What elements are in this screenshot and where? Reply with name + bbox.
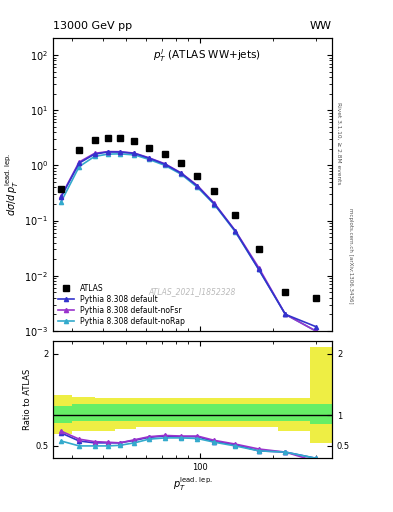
ATLAS — [92, 137, 97, 143]
ATLAS — [163, 151, 167, 157]
Pythia 8.308 default-noFsr — [59, 193, 64, 199]
Text: 13000 GeV pp: 13000 GeV pp — [53, 21, 132, 31]
Y-axis label: Ratio to ATLAS: Ratio to ATLAS — [23, 369, 32, 431]
Line: Pythia 8.308 default-noRap: Pythia 8.308 default-noRap — [59, 152, 318, 333]
Text: $p_T^l$ (ATLAS WW+jets): $p_T^l$ (ATLAS WW+jets) — [152, 47, 261, 64]
Pythia 8.308 default-noFsr — [314, 328, 318, 334]
Line: Pythia 8.308 default-noFsr: Pythia 8.308 default-noFsr — [59, 150, 318, 333]
Pythia 8.308 default-noFsr — [195, 183, 200, 189]
Pythia 8.308 default-noRap — [163, 162, 167, 168]
ATLAS — [147, 144, 151, 151]
Pythia 8.308 default-noRap — [257, 266, 261, 272]
Pythia 8.308 default — [179, 170, 184, 176]
Line: Pythia 8.308 default: Pythia 8.308 default — [59, 150, 318, 329]
Pythia 8.308 default-noFsr — [118, 148, 122, 155]
X-axis label: $p_T^{\mathrm{lead.\,lep.}}$: $p_T^{\mathrm{lead.\,lep.}}$ — [173, 475, 213, 493]
Pythia 8.308 default-noRap — [59, 199, 64, 205]
Pythia 8.308 default-noFsr — [283, 311, 288, 317]
Pythia 8.308 default-noFsr — [233, 227, 237, 233]
ATLAS — [233, 212, 237, 218]
Pythia 8.308 default-noFsr — [147, 155, 151, 161]
Pythia 8.308 default-noFsr — [92, 151, 97, 157]
Y-axis label: $d\sigma/d\,p_T^{\mathrm{lead.\,lep.}}$: $d\sigma/d\,p_T^{\mathrm{lead.\,lep.}}$ — [4, 153, 22, 216]
Pythia 8.308 default — [59, 194, 64, 200]
ATLAS — [283, 289, 288, 295]
Pythia 8.308 default — [257, 266, 261, 272]
ATLAS — [132, 138, 137, 144]
Pythia 8.308 default — [147, 155, 151, 161]
Text: mcplots.cern.ch [arXiv:1306.3436]: mcplots.cern.ch [arXiv:1306.3436] — [348, 208, 353, 304]
Pythia 8.308 default — [163, 161, 167, 167]
Pythia 8.308 default-noRap — [132, 152, 137, 158]
Pythia 8.308 default — [283, 311, 288, 317]
Pythia 8.308 default-noFsr — [257, 265, 261, 271]
Pythia 8.308 default-noRap — [195, 184, 200, 190]
Pythia 8.308 default-noFsr — [179, 170, 184, 176]
Pythia 8.308 default-noRap — [179, 171, 184, 177]
Pythia 8.308 default — [195, 183, 200, 189]
Pythia 8.308 default-noRap — [106, 151, 110, 157]
Pythia 8.308 default — [233, 228, 237, 234]
Pythia 8.308 default-noRap — [212, 202, 217, 208]
ATLAS — [314, 295, 318, 301]
Pythia 8.308 default-noFsr — [132, 150, 137, 156]
Pythia 8.308 default — [314, 324, 318, 330]
Legend: ATLAS, Pythia 8.308 default, Pythia 8.308 default-noFsr, Pythia 8.308 default-no: ATLAS, Pythia 8.308 default, Pythia 8.30… — [57, 282, 186, 327]
Pythia 8.308 default-noRap — [147, 156, 151, 162]
ATLAS — [118, 135, 122, 141]
Pythia 8.308 default-noFsr — [163, 161, 167, 167]
Pythia 8.308 default-noFsr — [77, 159, 81, 165]
Pythia 8.308 default — [77, 160, 81, 166]
Pythia 8.308 default-noRap — [283, 311, 288, 317]
Line: ATLAS: ATLAS — [59, 135, 319, 301]
Pythia 8.308 default — [132, 151, 137, 157]
Pythia 8.308 default — [118, 149, 122, 155]
Pythia 8.308 default — [92, 151, 97, 157]
Pythia 8.308 default-noRap — [77, 163, 81, 169]
Pythia 8.308 default-noRap — [92, 154, 97, 160]
Pythia 8.308 default — [106, 149, 110, 155]
Pythia 8.308 default — [212, 201, 217, 207]
Text: WW: WW — [310, 21, 332, 31]
Text: ATLAS_2021_I1852328: ATLAS_2021_I1852328 — [149, 287, 236, 296]
Pythia 8.308 default-noRap — [118, 151, 122, 157]
ATLAS — [59, 185, 64, 191]
Pythia 8.308 default-noRap — [233, 228, 237, 234]
ATLAS — [77, 147, 81, 153]
ATLAS — [179, 160, 184, 166]
ATLAS — [257, 246, 261, 252]
Text: Rivet 3.1.10, ≥ 2.8M events: Rivet 3.1.10, ≥ 2.8M events — [336, 102, 341, 185]
ATLAS — [106, 135, 110, 141]
Pythia 8.308 default-noFsr — [212, 200, 217, 206]
ATLAS — [195, 173, 200, 179]
Pythia 8.308 default-noFsr — [106, 148, 110, 155]
ATLAS — [212, 187, 217, 194]
Pythia 8.308 default-noRap — [314, 328, 318, 334]
